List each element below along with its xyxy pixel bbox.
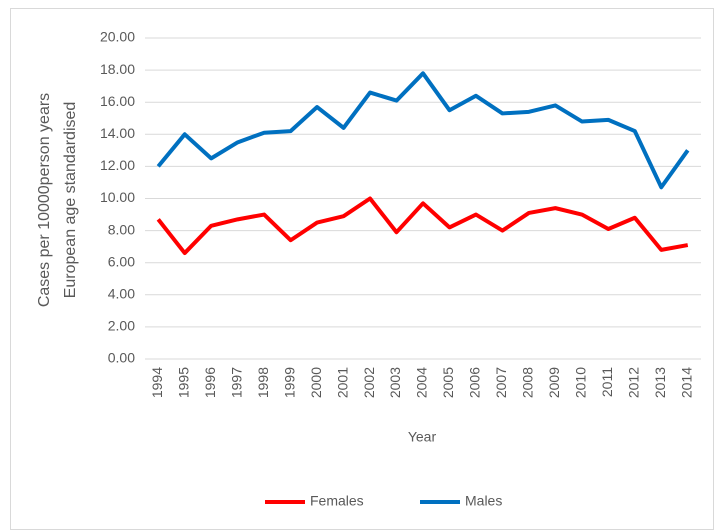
y-axis-label: European age standardised — [62, 102, 79, 299]
y-tick-label: 14.00 — [100, 125, 135, 141]
x-tick-label: 2005 — [440, 367, 456, 398]
x-tick-label: 1997 — [228, 367, 244, 398]
series-line — [156, 196, 689, 256]
x-tick-label: 2002 — [361, 367, 377, 398]
x-tick-label: 2006 — [467, 367, 483, 398]
x-tick-label: 2007 — [493, 367, 509, 398]
chart-border — [10, 8, 714, 530]
x-tick-label: 2014 — [678, 367, 694, 398]
x-tick-label: 2009 — [546, 367, 562, 398]
legend-label: Males — [465, 493, 502, 509]
x-tick-label: 2001 — [334, 367, 350, 398]
y-tick-label: 20.00 — [100, 29, 135, 45]
x-tick-label: 1999 — [281, 367, 297, 398]
x-tick-label: 2008 — [520, 367, 536, 398]
y-tick-label: 6.00 — [108, 253, 135, 269]
x-tick-label: 2003 — [387, 367, 403, 398]
x-tick-label: 1996 — [202, 367, 218, 398]
y-tick-label: 12.00 — [100, 157, 135, 173]
y-tick-label: 2.00 — [108, 318, 135, 334]
x-tick-label: 1994 — [149, 367, 165, 398]
y-tick-label: 0.00 — [108, 350, 135, 366]
x-tick-label: 2012 — [626, 367, 642, 398]
legend-label: Females — [310, 493, 364, 509]
y-axis-label: Cases per 10000person years — [36, 93, 53, 307]
y-tick-label: 8.00 — [108, 221, 135, 237]
x-tick-label: 2011 — [599, 367, 615, 397]
x-tick-label: 2000 — [308, 367, 324, 398]
x-tick-label: 2010 — [573, 367, 589, 398]
x-tick-label: 1998 — [255, 367, 271, 398]
x-tick-label: 1995 — [175, 367, 191, 398]
series-line — [156, 71, 690, 190]
x-tick-label: 2013 — [652, 367, 668, 398]
y-tick-label: 10.00 — [100, 189, 135, 205]
y-tick-label: 16.00 — [100, 93, 135, 109]
x-axis-label: Year — [408, 429, 437, 445]
y-tick-label: 18.00 — [100, 61, 135, 77]
x-tick-label: 2004 — [414, 367, 430, 398]
y-tick-label: 4.00 — [108, 286, 135, 302]
